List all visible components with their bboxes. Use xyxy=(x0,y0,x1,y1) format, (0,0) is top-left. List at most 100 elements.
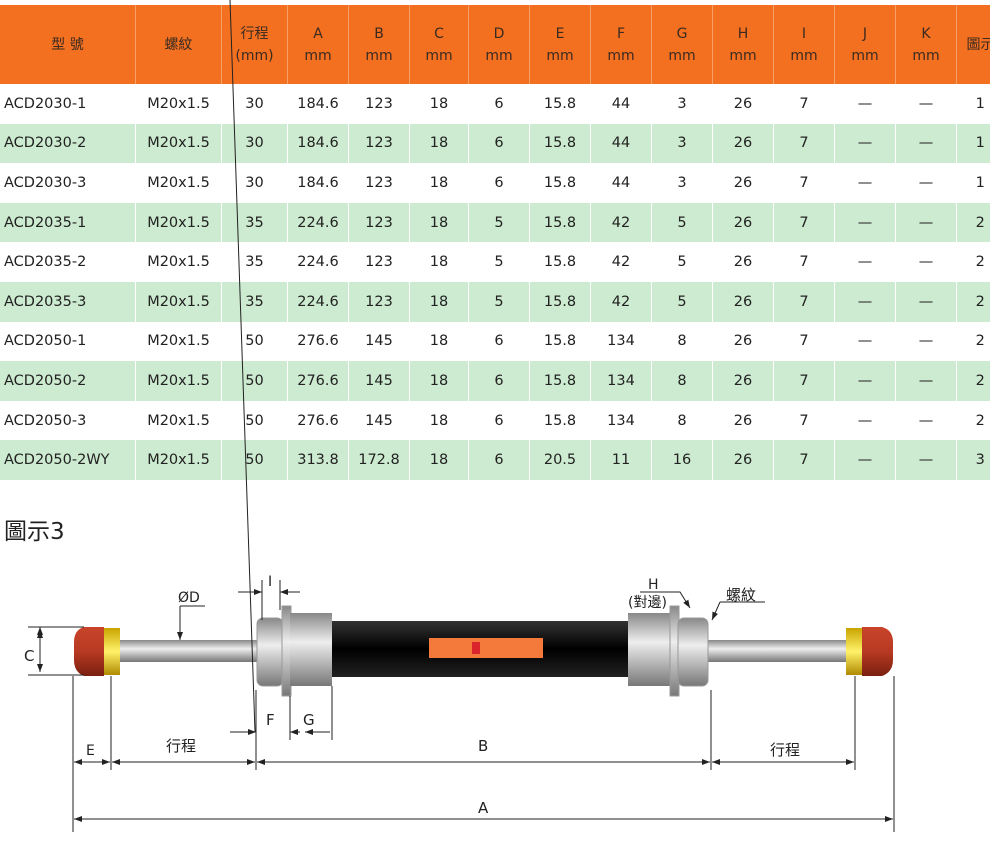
table-cell: 2 xyxy=(956,281,990,322)
collar-right xyxy=(628,613,670,686)
table-cell: — xyxy=(895,202,957,243)
table-cell: — xyxy=(834,440,896,480)
table-cell: M20x1.5 xyxy=(135,440,222,480)
table-cell: 7 xyxy=(773,84,835,124)
figure-title: 圖示3 xyxy=(4,519,65,545)
table-cell: M20x1.5 xyxy=(135,242,222,282)
table-cell: 50 xyxy=(221,440,288,480)
column-header: 型 號 xyxy=(0,5,136,84)
table-cell: 7 xyxy=(773,202,835,243)
table-cell: — xyxy=(834,202,896,243)
label-I: I xyxy=(268,574,272,590)
table-cell: 2 xyxy=(956,321,990,362)
table-cell: 18 xyxy=(409,84,469,124)
label-A: A xyxy=(478,799,489,817)
table-cell: — xyxy=(895,281,957,322)
table-cell: 16 xyxy=(651,440,713,480)
table-cell: — xyxy=(834,163,896,203)
table-row: ACD2035-1 M20x1.5 35 224.6 123 18 5 15.8 42 5 26 7—… xyxy=(0,202,990,243)
table-cell: 30 xyxy=(221,84,288,124)
rod-right xyxy=(708,640,848,662)
ring-left xyxy=(104,628,120,675)
table-cell: 44 xyxy=(590,163,652,203)
table-cell: 8 xyxy=(651,400,713,441)
table-cell: 18 xyxy=(409,163,469,203)
table-cell: — xyxy=(895,321,957,362)
table-cell: 7 xyxy=(773,242,835,282)
column-header-line: 型 號 xyxy=(51,36,84,53)
table-cell: — xyxy=(834,84,896,124)
table-cell: 2 xyxy=(956,400,990,441)
table-cell: ACD2050-2WY xyxy=(0,440,136,480)
table-cell: 15.8 xyxy=(529,84,591,124)
table-cell: 276.6 xyxy=(287,400,349,441)
table-cell: 44 xyxy=(590,84,652,124)
column-header-line: J xyxy=(862,25,868,42)
table-cell: 8 xyxy=(651,361,713,401)
column-header: 圖示 xyxy=(956,5,990,84)
table-cell: 276.6 xyxy=(287,361,349,401)
table-cell: 35 xyxy=(221,281,288,322)
dimension-lines xyxy=(28,0,895,832)
table-cell: 145 xyxy=(348,361,410,401)
table-cell: 134 xyxy=(590,361,652,401)
table-cell: 184.6 xyxy=(287,123,349,164)
table-cell: 2 xyxy=(956,242,990,282)
column-header-line: mm xyxy=(912,47,940,64)
table-cell: 44 xyxy=(590,123,652,164)
table-row: ACD2050-2 M20x1.5 50 276.6 145 18 6 15.8 134 8 26 7… xyxy=(0,361,990,401)
table-cell: 184.6 xyxy=(287,163,349,203)
table-cell: 145 xyxy=(348,400,410,441)
table-cell: 123 xyxy=(348,163,410,203)
table-cell: 15.8 xyxy=(529,361,591,401)
table-cell: — xyxy=(834,400,896,441)
label-thread: 螺紋 xyxy=(726,586,756,604)
table-cell: M20x1.5 xyxy=(135,123,222,164)
table-cell: 30 xyxy=(221,123,288,164)
table-cell: — xyxy=(834,123,896,164)
table-cell: M20x1.5 xyxy=(135,400,222,441)
table-cell: 1 xyxy=(956,163,990,203)
table-cell: 26 xyxy=(712,242,774,282)
table-cell: M20x1.5 xyxy=(135,281,222,322)
table-cell: 224.6 xyxy=(287,202,349,243)
table-cell: 18 xyxy=(409,321,469,362)
table-cell: 123 xyxy=(348,281,410,322)
table-cell: 6 xyxy=(468,361,530,401)
column-header-line: mm xyxy=(425,47,453,64)
table-cell: ACD2050-2 xyxy=(0,361,136,401)
table-cell: 26 xyxy=(712,281,774,322)
label-stroke-left: 行程 xyxy=(166,737,196,755)
table-cell: — xyxy=(895,440,957,480)
table-cell: 18 xyxy=(409,361,469,401)
table-cell: 3 xyxy=(651,84,713,124)
table-cell: — xyxy=(834,242,896,282)
column-header-line: mm xyxy=(607,47,635,64)
logo-icon xyxy=(472,642,480,654)
table-cell: 145 xyxy=(348,321,410,362)
column-header-line: E xyxy=(555,25,565,42)
table-cell: 18 xyxy=(409,281,469,322)
table-cell: 15.8 xyxy=(529,123,591,164)
table-cell: 7 xyxy=(773,400,835,441)
table-cell: 15.8 xyxy=(529,242,591,282)
table-cell: 276.6 xyxy=(287,321,349,362)
table-cell: — xyxy=(834,281,896,322)
table-cell: 224.6 xyxy=(287,281,349,322)
column-header-line: H xyxy=(737,25,749,42)
column-header-line: 圖示 xyxy=(966,36,990,53)
flange-left xyxy=(281,605,292,697)
table-cell: 7 xyxy=(773,440,835,480)
table-cell: — xyxy=(895,163,957,203)
table-cell: 15.8 xyxy=(529,281,591,322)
column-header-line: mm xyxy=(546,47,574,64)
table-cell: ACD2050-3 xyxy=(0,400,136,441)
column-header-line: B xyxy=(374,25,384,42)
table-cell: 26 xyxy=(712,202,774,243)
rod-left xyxy=(118,640,258,662)
